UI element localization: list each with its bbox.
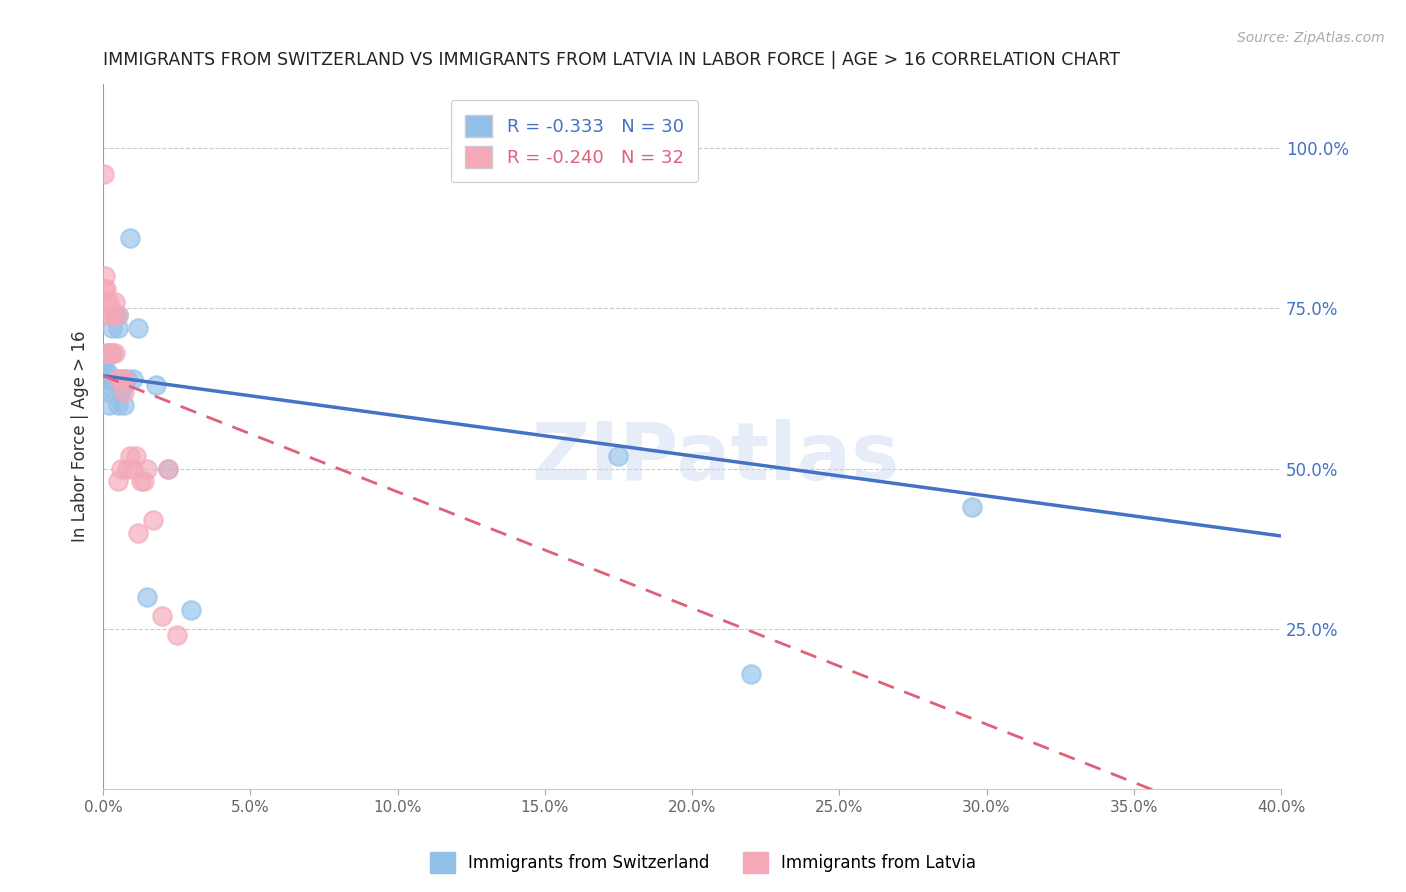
Point	[98, 295, 121, 310]
Point	[96, 384, 118, 399]
Point	[94, 346, 117, 360]
Point	[180, 603, 202, 617]
Point	[107, 372, 129, 386]
Point	[98, 346, 121, 360]
Point	[112, 398, 135, 412]
Point	[94, 282, 117, 296]
Point	[101, 346, 124, 360]
Text: ZIPatlas: ZIPatlas	[531, 418, 900, 497]
Point	[93, 352, 115, 367]
Point	[131, 475, 153, 489]
Point	[118, 231, 141, 245]
Point	[93, 167, 115, 181]
Point	[94, 378, 117, 392]
Point	[960, 500, 983, 515]
Point	[156, 461, 179, 475]
Point	[121, 372, 143, 386]
Point	[96, 366, 118, 380]
Point	[110, 372, 132, 386]
Point	[110, 372, 132, 386]
Point	[115, 372, 138, 386]
Point	[101, 320, 124, 334]
Point	[136, 590, 159, 604]
Point	[112, 372, 135, 386]
Point	[104, 308, 127, 322]
Point	[107, 320, 129, 334]
Point	[107, 308, 129, 322]
Point	[136, 461, 159, 475]
Point	[101, 346, 124, 360]
Point	[110, 384, 132, 399]
Point	[121, 461, 143, 475]
Point	[127, 525, 149, 540]
Y-axis label: In Labor Force | Age > 16: In Labor Force | Age > 16	[72, 331, 89, 542]
Point	[112, 378, 135, 392]
Point	[104, 346, 127, 360]
Point	[142, 513, 165, 527]
Point	[104, 295, 127, 310]
Point	[607, 449, 630, 463]
Point	[124, 449, 146, 463]
Point	[98, 398, 121, 412]
Point	[94, 366, 117, 380]
Point	[740, 666, 762, 681]
Text: IMMIGRANTS FROM SWITZERLAND VS IMMIGRANTS FROM LATVIA IN LABOR FORCE | AGE > 16 : IMMIGRANTS FROM SWITZERLAND VS IMMIGRANT…	[103, 51, 1121, 69]
Point	[98, 372, 121, 386]
Point	[107, 398, 129, 412]
Point	[104, 308, 127, 322]
Point	[166, 628, 188, 642]
Point	[98, 308, 121, 322]
Text: Source: ZipAtlas.com: Source: ZipAtlas.com	[1237, 31, 1385, 45]
Legend: R = -0.333   N = 30, R = -0.240   N = 32: R = -0.333 N = 30, R = -0.240 N = 32	[450, 100, 697, 182]
Point	[112, 384, 135, 399]
Point	[118, 449, 141, 463]
Legend: Immigrants from Switzerland, Immigrants from Latvia: Immigrants from Switzerland, Immigrants …	[423, 846, 983, 880]
Point	[110, 461, 132, 475]
Point	[156, 461, 179, 475]
Point	[101, 308, 124, 322]
Point	[134, 475, 156, 489]
Point	[107, 475, 129, 489]
Point	[94, 295, 117, 310]
Point	[150, 609, 173, 624]
Point	[107, 308, 129, 322]
Point	[127, 320, 149, 334]
Point	[145, 378, 167, 392]
Point	[115, 461, 138, 475]
Point	[93, 269, 115, 284]
Point	[93, 282, 115, 296]
Point	[98, 346, 121, 360]
